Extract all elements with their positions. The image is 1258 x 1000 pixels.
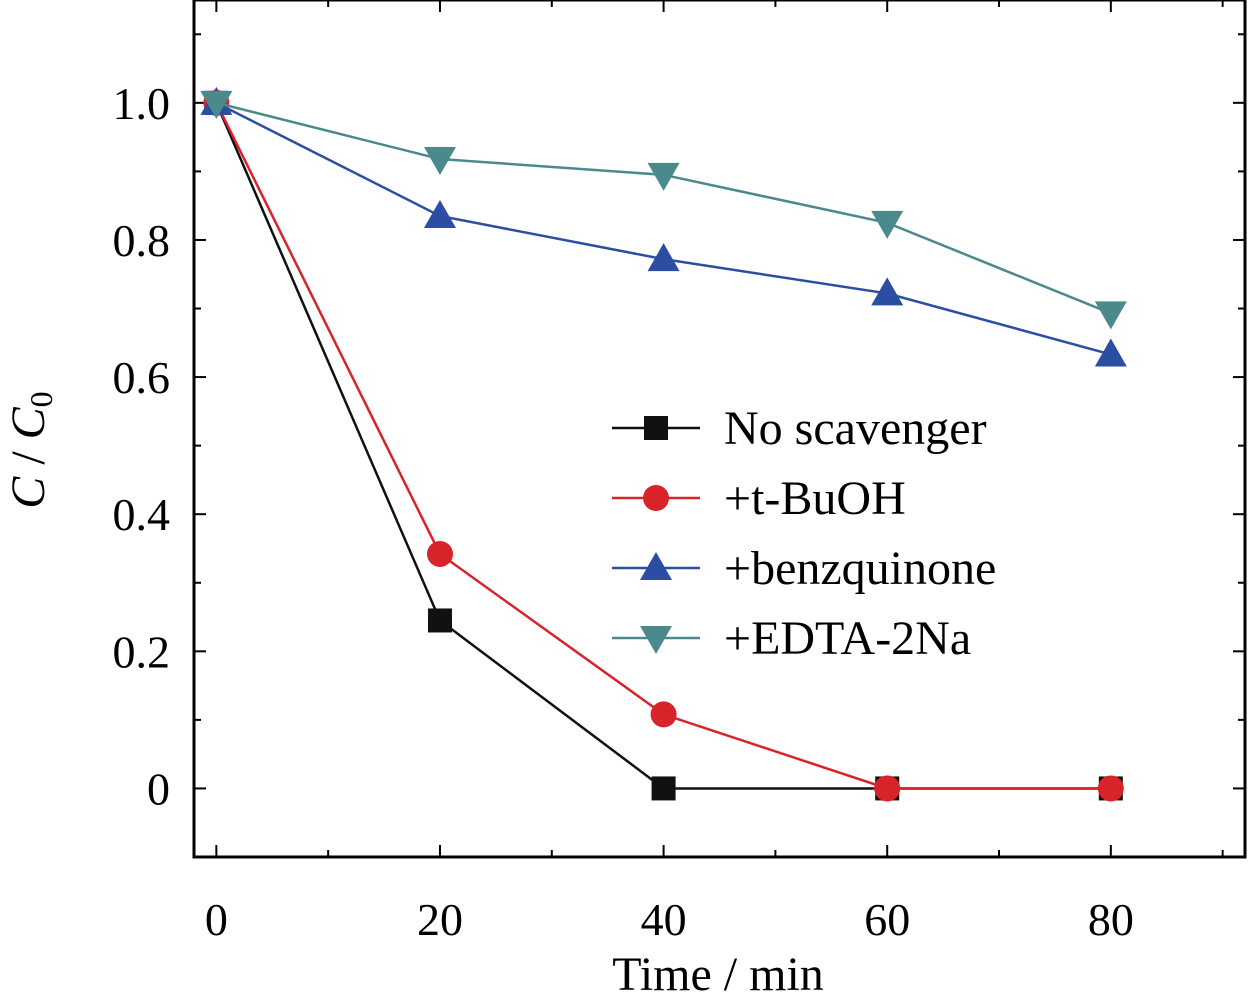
legend-entry: +t-BuOH xyxy=(612,472,906,525)
legend-entry: No scavenger xyxy=(612,402,987,455)
data-point xyxy=(650,701,677,728)
ticks-layer: 0 20 40 60 80 0 0.2 0.4 0.6 0.8 1.0 xyxy=(113,0,1245,945)
y-axis-title: C / C0 xyxy=(2,391,59,508)
x-tick-label: 0 xyxy=(205,894,228,945)
data-point xyxy=(871,277,904,306)
legend-marker xyxy=(643,485,669,511)
legend: No scavenger +t-BuOH +benzquinone +EDTA-2Na xyxy=(612,402,996,665)
data-point xyxy=(874,775,901,802)
y-tick-label: 0.8 xyxy=(113,215,171,266)
y-tick-label: 0 xyxy=(147,763,170,814)
y-axis-title-subscript: 0 xyxy=(23,391,59,407)
data-point xyxy=(1097,775,1124,802)
series-3 xyxy=(200,90,1127,330)
legend-label: No scavenger xyxy=(724,402,987,455)
y-axis-title-var: C xyxy=(2,476,55,509)
data-point xyxy=(423,147,456,176)
data-point xyxy=(871,210,904,239)
plot-frame xyxy=(192,0,1247,859)
y-axis-title-base: C xyxy=(2,406,55,439)
legend-label: +t-BuOH xyxy=(724,472,906,525)
data-point xyxy=(1094,338,1127,367)
x-tick-label: 40 xyxy=(641,894,687,945)
x-axis-title: Time / min xyxy=(612,948,824,1000)
x-tick-label: 60 xyxy=(864,894,910,945)
data-point xyxy=(427,608,452,633)
y-axis-title-sep: / xyxy=(2,439,55,476)
y-tick-label: 0.4 xyxy=(113,489,171,540)
x-tick-label: 80 xyxy=(1088,894,1134,945)
series-layer xyxy=(200,86,1127,802)
legend-marker xyxy=(644,416,668,440)
legend-entry: +EDTA-2Na xyxy=(612,612,971,665)
legend-label: +benzquinone xyxy=(724,542,996,595)
series-line xyxy=(215,101,1112,356)
legend-marker xyxy=(640,552,672,580)
series-line xyxy=(216,101,1112,315)
data-point xyxy=(1094,301,1127,330)
series-2 xyxy=(200,86,1127,367)
data-point xyxy=(651,776,676,801)
y-tick-label: 0.2 xyxy=(113,626,171,677)
y-tick-label: 0.6 xyxy=(113,352,171,403)
legend-entry: +benzquinone xyxy=(612,542,996,595)
data-point xyxy=(647,243,680,272)
data-point xyxy=(647,162,680,191)
data-point xyxy=(423,199,456,228)
y-tick-label: 1.0 xyxy=(113,78,171,129)
legend-marker xyxy=(640,626,672,654)
x-tick-label: 20 xyxy=(417,894,463,945)
data-point xyxy=(200,90,233,119)
data-point xyxy=(426,540,453,567)
legend-label: +EDTA-2Na xyxy=(724,612,971,665)
